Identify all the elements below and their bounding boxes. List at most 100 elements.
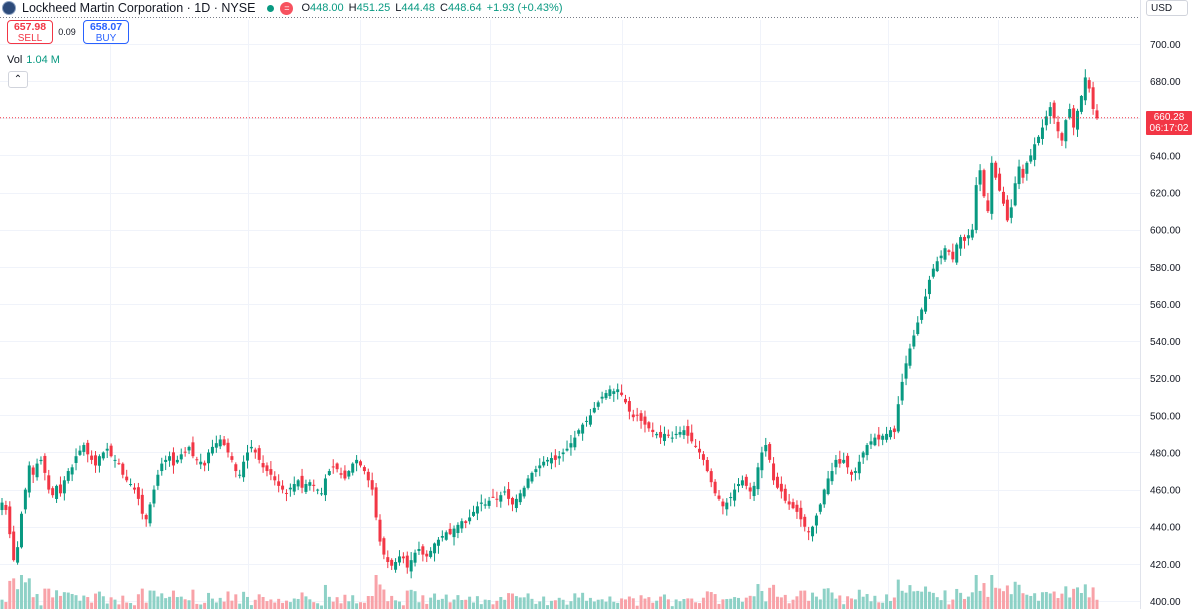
candle[interactable]	[1064, 119, 1068, 149]
candle[interactable]	[222, 435, 226, 447]
candle[interactable]	[585, 416, 589, 427]
candle[interactable]	[795, 500, 799, 519]
candle[interactable]	[549, 452, 553, 470]
candle[interactable]	[456, 522, 460, 539]
candle[interactable]	[565, 440, 569, 452]
candle[interactable]	[366, 468, 370, 488]
candle[interactable]	[655, 431, 659, 439]
candle[interactable]	[436, 537, 440, 554]
candle[interactable]	[869, 433, 873, 449]
candle[interactable]	[577, 428, 581, 437]
candle[interactable]	[694, 439, 698, 449]
candle[interactable]	[316, 488, 320, 495]
candle[interactable]	[705, 457, 709, 473]
candle[interactable]	[82, 442, 86, 456]
candle[interactable]	[1017, 159, 1021, 190]
candle[interactable]	[425, 550, 429, 563]
candle[interactable]	[1056, 115, 1060, 139]
candle[interactable]	[865, 443, 869, 461]
candle[interactable]	[4, 500, 8, 515]
candle[interactable]	[748, 482, 752, 500]
candle[interactable]	[464, 520, 468, 529]
candle[interactable]	[530, 471, 534, 484]
candle[interactable]	[483, 498, 487, 509]
candle[interactable]	[955, 242, 959, 265]
candle[interactable]	[534, 465, 538, 477]
candle[interactable]	[701, 451, 705, 466]
candle[interactable]	[479, 494, 483, 512]
candle[interactable]	[659, 425, 663, 445]
candle[interactable]	[121, 462, 125, 479]
candle[interactable]	[998, 167, 1002, 192]
candle[interactable]	[207, 449, 211, 471]
candle[interactable]	[822, 488, 826, 508]
candle[interactable]	[343, 465, 347, 481]
candle[interactable]	[900, 373, 904, 405]
candle[interactable]	[725, 498, 729, 516]
candle[interactable]	[538, 458, 542, 477]
candle[interactable]	[460, 518, 464, 533]
candle[interactable]	[503, 486, 507, 496]
candle[interactable]	[394, 558, 398, 573]
candle[interactable]	[1083, 69, 1087, 106]
candle[interactable]	[90, 450, 94, 465]
candle[interactable]	[1040, 119, 1044, 145]
candle[interactable]	[908, 343, 912, 369]
candle[interactable]	[405, 551, 409, 574]
candle[interactable]	[1033, 137, 1037, 167]
candle[interactable]	[468, 509, 472, 525]
candle[interactable]	[117, 458, 121, 465]
candle[interactable]	[308, 479, 312, 491]
candle[interactable]	[744, 474, 748, 490]
candle[interactable]	[1021, 164, 1025, 184]
candle[interactable]	[390, 558, 394, 571]
candle[interactable]	[249, 440, 253, 453]
candle[interactable]	[269, 461, 273, 481]
candle[interactable]	[1052, 100, 1056, 125]
candle[interactable]	[370, 472, 374, 496]
candle[interactable]	[709, 468, 713, 488]
candle[interactable]	[70, 464, 74, 482]
candle[interactable]	[448, 523, 452, 536]
candle[interactable]	[304, 479, 308, 494]
candle[interactable]	[573, 430, 577, 451]
candle[interactable]	[514, 494, 518, 513]
candle[interactable]	[561, 448, 565, 462]
candle[interactable]	[168, 451, 172, 467]
candle[interactable]	[799, 500, 803, 527]
candle[interactable]	[1095, 104, 1099, 120]
candle[interactable]	[1091, 81, 1095, 115]
candle[interactable]	[647, 421, 651, 432]
candle[interactable]	[986, 192, 990, 213]
candle[interactable]	[904, 355, 908, 386]
candle[interactable]	[421, 544, 425, 562]
candle[interactable]	[452, 525, 456, 546]
candle[interactable]	[129, 478, 133, 487]
candle[interactable]	[643, 410, 647, 433]
candle[interactable]	[760, 446, 764, 479]
candle[interactable]	[86, 439, 90, 463]
candle[interactable]	[35, 458, 39, 481]
candle[interactable]	[109, 443, 113, 458]
candle[interactable]	[386, 550, 390, 569]
candle[interactable]	[518, 489, 522, 505]
candle[interactable]	[164, 455, 168, 471]
candle[interactable]	[1029, 148, 1033, 164]
candle[interactable]	[990, 156, 994, 220]
candle[interactable]	[339, 467, 343, 479]
candle[interactable]	[47, 469, 51, 494]
collapse-legend-button[interactable]: ⌃	[8, 71, 28, 88]
candle[interactable]	[1076, 108, 1080, 137]
candle[interactable]	[101, 451, 105, 461]
candle[interactable]	[526, 475, 530, 490]
candle[interactable]	[970, 223, 974, 241]
candle[interactable]	[857, 454, 861, 480]
candle[interactable]	[495, 491, 499, 508]
candle[interactable]	[1013, 176, 1017, 207]
candle[interactable]	[23, 487, 27, 514]
candle[interactable]	[277, 474, 281, 493]
candle[interactable]	[927, 275, 931, 299]
candle[interactable]	[592, 402, 596, 414]
candle[interactable]	[662, 426, 666, 446]
buy-button[interactable]: 658.07 BUY	[83, 20, 129, 44]
